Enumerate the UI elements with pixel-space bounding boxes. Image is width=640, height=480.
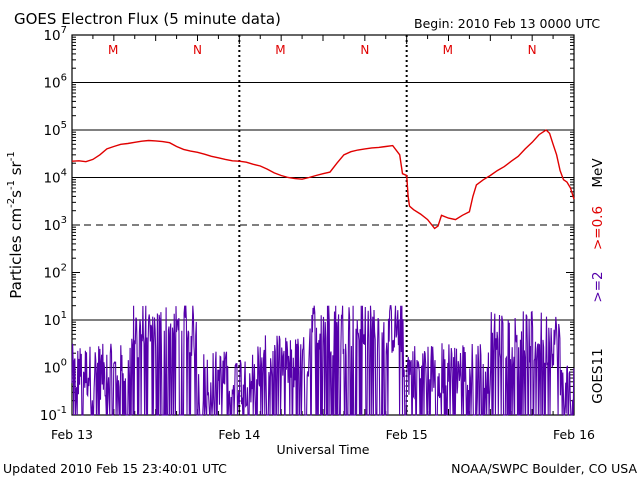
y-tick-label: 101 [43,310,67,329]
marker-label: M [108,43,118,57]
series-line-ge06-mev [71,129,575,230]
x-tick-label: Feb 14 [218,427,260,442]
marker-label: N [193,43,202,57]
begin-label: Begin: 2010 Feb 13 0000 UTC [414,16,600,31]
y-tick-label: 105 [43,120,67,139]
marker-label: M [443,43,453,57]
series-ge06-mev [71,129,575,230]
y-tick-label: 104 [43,168,67,187]
y-axis-label: Particles cm-2s-1 sr-1 [6,151,25,298]
x-tick-label: Feb 13 [51,427,93,442]
right-label-red-energy: >=0.6 [590,206,606,250]
marker-label: N [360,43,369,57]
credit-label: NOAA/SWPC Boulder, CO USA [451,461,637,476]
x-axis-label: Universal Time [277,442,370,457]
y-tick-label: 106 [43,73,67,92]
y-tick-label: 102 [43,263,67,282]
x-tick-label: Feb 15 [386,427,428,442]
y-tick-label: 107 [43,25,67,44]
chart-title: GOES Electron Flux (5 minute data) [14,10,281,28]
marker-label: N [528,43,537,57]
y-tick-label: 100 [43,358,67,377]
y-tick-labels: 10-1 100 101 102 103 104 105 106 107 [40,25,67,424]
x-tick-label: Feb 16 [553,427,595,442]
series-ge2-mev [71,305,575,416]
right-label-unit: MeV [590,158,606,188]
y-tick-label: 10-1 [40,405,67,424]
right-label-purple-energy: >=2 [590,271,606,302]
marker-label: M [275,43,285,57]
y-tick-label: 103 [43,215,67,234]
right-label-satellite: GOES11 [590,348,606,403]
series-line-ge2-mev [71,305,575,416]
x-tick-labels: Feb 13 Feb 14 Feb 15 Feb 16 [51,427,595,442]
updated-label: Updated 2010 Feb 15 23:40:01 UTC [3,461,227,476]
